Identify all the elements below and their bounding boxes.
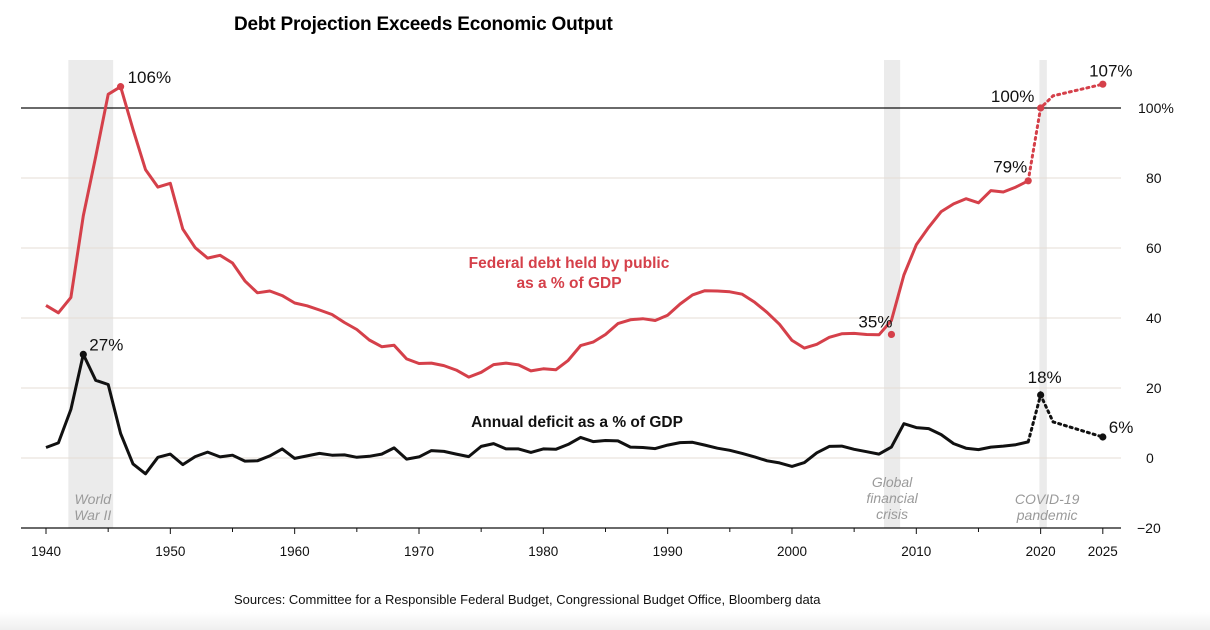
series-lines bbox=[45, 82, 1105, 476]
debt-projection-line bbox=[1026, 82, 1105, 183]
debt-line bbox=[45, 85, 1029, 379]
annotation-label: 27% bbox=[89, 336, 123, 355]
annotation-label: 6% bbox=[1109, 418, 1134, 437]
deficit-line bbox=[45, 352, 1029, 476]
x-tick-label: 2025 bbox=[1088, 544, 1118, 559]
x-axis: 1940 1950 1960 1970 1980 1990 2000 2010 2020 2025 bbox=[21, 527, 1121, 559]
annotation-label: 100% bbox=[991, 87, 1034, 106]
shaded-period-label: War II bbox=[74, 507, 111, 523]
y-tick-label: 100% bbox=[1138, 100, 1174, 116]
annotations: 106% 35% 79% 100% 107% 27% 18% 6% bbox=[89, 62, 1133, 438]
x-tick-label: 1940 bbox=[31, 544, 61, 559]
deficit-series-label: Annual deficit as a % of GDP bbox=[471, 414, 683, 431]
shaded-period bbox=[68, 60, 114, 528]
shaded-period-label: World bbox=[74, 491, 112, 507]
data-point-marker bbox=[1099, 80, 1107, 88]
shaded-period-label: pandemic bbox=[1016, 507, 1078, 523]
annotation-label: 35% bbox=[858, 313, 892, 332]
data-point-marker bbox=[1037, 391, 1045, 399]
y-tick-label: 0 bbox=[1146, 450, 1154, 466]
x-tick-label: 1970 bbox=[404, 544, 434, 559]
y-tick-label: −20 bbox=[1137, 520, 1161, 536]
x-tick-label: 1960 bbox=[280, 544, 310, 559]
y-tick-label: 40 bbox=[1146, 310, 1162, 326]
x-tick-label: 1980 bbox=[528, 544, 558, 559]
series-labels: Federal debt held by public as a % of GDP… bbox=[469, 255, 683, 431]
annotation-label: 18% bbox=[1028, 368, 1062, 387]
data-point-marker bbox=[1037, 104, 1045, 112]
debt-series-label: Federal debt held by public bbox=[469, 255, 670, 272]
y-tick-label: 80 bbox=[1146, 170, 1162, 186]
chart-title: Debt Projection Exceeds Economic Output bbox=[234, 14, 613, 35]
y-tick-label: 20 bbox=[1146, 380, 1162, 396]
debt-series-label: as a % of GDP bbox=[516, 275, 621, 292]
bottom-shadow bbox=[0, 612, 1210, 630]
data-point-marker bbox=[116, 83, 125, 91]
annotation-label: 79% bbox=[993, 158, 1027, 177]
annotation-label: 106% bbox=[128, 68, 171, 87]
annotation-label: 107% bbox=[1089, 62, 1132, 81]
data-point-marker bbox=[887, 330, 896, 339]
sources-note: Sources: Committee for a Responsible Fed… bbox=[234, 592, 821, 607]
data-point-marker bbox=[79, 350, 87, 358]
y-axis-labels: 100% 80 60 40 20 0 −20 bbox=[1137, 100, 1174, 536]
series-markers bbox=[79, 80, 1107, 441]
x-tick-label: 2020 bbox=[1026, 544, 1056, 559]
shaded-period-label: COVID-19 bbox=[1015, 491, 1080, 507]
shaded-period bbox=[883, 60, 901, 528]
data-point-marker bbox=[1024, 177, 1032, 185]
x-tick-label: 1990 bbox=[653, 544, 683, 559]
x-tick-label: 1950 bbox=[155, 544, 185, 559]
shaded-period-label: crisis bbox=[876, 506, 908, 522]
gridlines bbox=[21, 107, 1121, 459]
data-point-marker bbox=[1099, 433, 1107, 441]
deficit-projection-line bbox=[1026, 390, 1105, 444]
x-tick-label: 2010 bbox=[901, 544, 931, 559]
shaded-period bbox=[1039, 60, 1047, 528]
x-tick-label: 2000 bbox=[777, 544, 807, 559]
shaded-period-label: financial bbox=[866, 490, 918, 506]
y-tick-label: 60 bbox=[1146, 240, 1162, 256]
shaded-period-label: Global bbox=[872, 474, 913, 490]
